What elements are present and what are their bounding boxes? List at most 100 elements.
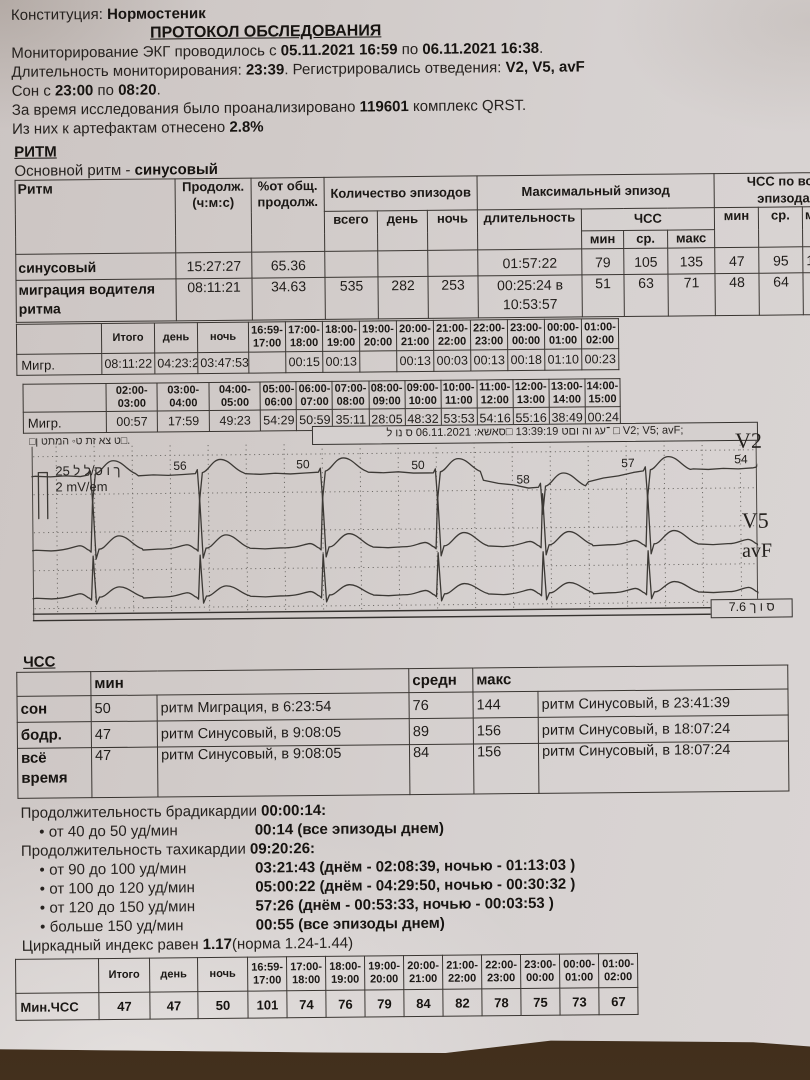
cell: 79 xyxy=(364,989,405,1018)
col-hr-max: макс xyxy=(667,229,715,249)
corner-cell xyxy=(16,671,91,697)
bullet-icon: • xyxy=(39,823,45,841)
cell: 00:25:24 в 10:53:57 xyxy=(477,274,583,318)
tachy-item-value: 05:00:22 (днём - 04:29:50, ночью - 00:30… xyxy=(255,875,576,896)
col-night: ночь xyxy=(427,209,478,251)
circadian-post: (норма 1.24-1.44) xyxy=(231,934,354,953)
artifacts-line: Из них к артефактам отнесено 2.8% xyxy=(12,114,585,139)
col-header: 17:00-18:00 xyxy=(286,956,326,991)
sleep-to: 08:20 xyxy=(118,81,157,99)
tachy-item-label: от 100 до 120 уд/мин xyxy=(49,879,196,898)
col-hr-min: мин xyxy=(581,230,624,249)
table-row: всё время 47 ритм Синусовый, в 9:08:05 8… xyxy=(17,740,789,799)
brady-pre: Продолжительность брадикардии xyxy=(20,802,262,822)
ecg-calibration-speed: 25 ל ל/ס ו ך xyxy=(55,462,121,479)
row-label: всё время xyxy=(17,747,92,799)
table-row: Мигр. 08:11:22 04:23:28 03:47:53 00:15 0… xyxy=(16,348,619,376)
cell: 03:47:53 xyxy=(197,352,249,374)
constitution-label: Конституция: xyxy=(10,5,108,24)
col-header: 04:00-05:00 xyxy=(209,382,261,411)
col-header: 02:00-03:00 xyxy=(106,383,158,412)
cell xyxy=(359,350,397,373)
cell: 253 xyxy=(427,275,479,319)
tachy-item-value: 57:26 (днём - 00:53:33, ночью - 00:03:53… xyxy=(255,894,554,915)
col-header: 23:00-00:00 xyxy=(507,319,545,350)
cell: 74 xyxy=(286,990,327,1018)
col-min: мин xyxy=(90,668,409,696)
col-header: 18:00-19:00 xyxy=(322,321,360,352)
cell xyxy=(377,250,428,277)
col-header: 14:00-15:00 xyxy=(584,378,621,407)
cell: 50 xyxy=(90,695,158,722)
col-header: 01:00-02:00 xyxy=(581,318,619,349)
col-header: ночь xyxy=(197,957,248,992)
cell: 95 xyxy=(758,246,803,274)
cell: 47 xyxy=(91,747,158,798)
tachy-pre: Продолжительность тахикардии xyxy=(20,840,251,860)
cell: 144 xyxy=(472,691,539,718)
ecg-calibration-gain: 2 mV/em xyxy=(55,478,108,495)
monitoring-pre: Мониторирование ЭКГ проводилось с xyxy=(11,42,281,62)
artifacts-pre: Из них к артефактам отнесено xyxy=(11,118,230,138)
svg-text:57: 57 xyxy=(621,456,635,470)
rhythm-table: Ритм Продолж. (ч:м:с) %от общ. продолж. … xyxy=(15,172,810,323)
sleep-mid: по xyxy=(93,81,119,100)
sleep-post: . xyxy=(156,81,161,99)
analyzed-pre: За время исследования было проанализиров… xyxy=(11,98,360,119)
ecg-strip: 56 50 50 58 57 54 □ן טתמה ◦ט תז אצ ט□. ל ונ ס… xyxy=(28,421,793,633)
tachy-item-label: от 120 до 150 уд/мин xyxy=(49,898,196,917)
duration-value: 23:39 xyxy=(245,61,285,79)
rhythm-subtitle-pre: Основной ритм - xyxy=(14,161,135,180)
bullet-icon: • xyxy=(39,861,45,879)
brady-item-value: 00:14 (все эпизоды днем) xyxy=(254,819,445,839)
cell: 48 xyxy=(714,273,760,316)
lead-label-avf: avF xyxy=(742,539,773,562)
tachy-item-value: 03:21:43 (днём - 02:08:39, ночью - 01:13… xyxy=(255,856,576,877)
cell: 78 xyxy=(481,988,522,1016)
col-total: всего xyxy=(324,210,378,252)
cell: 84 xyxy=(403,989,444,1017)
svg-text:54: 54 xyxy=(734,452,748,466)
cell: 84 xyxy=(409,743,474,795)
cell: 101 xyxy=(247,990,288,1019)
col-hr: ЧСС xyxy=(581,207,715,231)
col-length: длительность xyxy=(477,208,582,250)
hourly-table-a: Итого день ночь 16:59-17:00 17:00-18:00 … xyxy=(16,318,619,376)
cell: 47 xyxy=(91,721,158,748)
table-row: миграция водителя ритма 08:11:21 34.63 5… xyxy=(15,272,810,323)
col-header: 20:00-21:00 xyxy=(403,955,443,990)
cell: 00:13 xyxy=(396,350,434,372)
col-header: 19:00-20:00 xyxy=(359,320,397,352)
col-hr-avg: ср. xyxy=(623,230,668,249)
row-label: миграция водителя ритма xyxy=(15,278,177,323)
constitution-value: Нормостеник xyxy=(106,5,206,23)
cell: 1 xyxy=(802,246,810,273)
cell: ритм Синусовый, в 9:08:05 xyxy=(157,744,410,798)
min-hr-table: Итого день ночь 16:59-17:00 17:00-18:00 … xyxy=(15,953,639,1021)
col-avg: средн xyxy=(408,667,473,693)
col-hr-all-max: макс xyxy=(802,206,810,247)
hr-heading: ЧСС xyxy=(23,653,56,671)
svg-text:50: 50 xyxy=(296,457,310,471)
cell: 34.63 xyxy=(251,277,326,321)
cell: 71 xyxy=(667,273,716,317)
row-label: синусовый xyxy=(15,252,176,281)
cell xyxy=(248,351,286,374)
hr-table: мин средн макс сон 50 ритм Миграция, в 6… xyxy=(16,664,789,799)
col-max: макс xyxy=(472,664,788,692)
monitoring-post: . xyxy=(539,39,544,57)
col-header: 08:00-09:00 xyxy=(368,380,405,409)
circadian-line: Циркадный индекс равен 1.17(норма 1.24-1… xyxy=(22,932,576,956)
col-header: 16:59-17:00 xyxy=(247,956,287,992)
ecg-trace-image: 56 50 50 58 57 54 xyxy=(30,433,759,622)
bullet-icon: • xyxy=(39,918,46,936)
ecg-top-label: □ן טתמה ◦ט תז אצ ט□. xyxy=(28,434,131,448)
col-header: 13:00-14:00 xyxy=(548,378,586,408)
cell: 89 xyxy=(409,717,474,745)
svg-text:56: 56 xyxy=(173,459,187,473)
col-episode-count: Количество эпизодов xyxy=(324,175,478,212)
col-header: 21:00-22:00 xyxy=(433,320,471,351)
